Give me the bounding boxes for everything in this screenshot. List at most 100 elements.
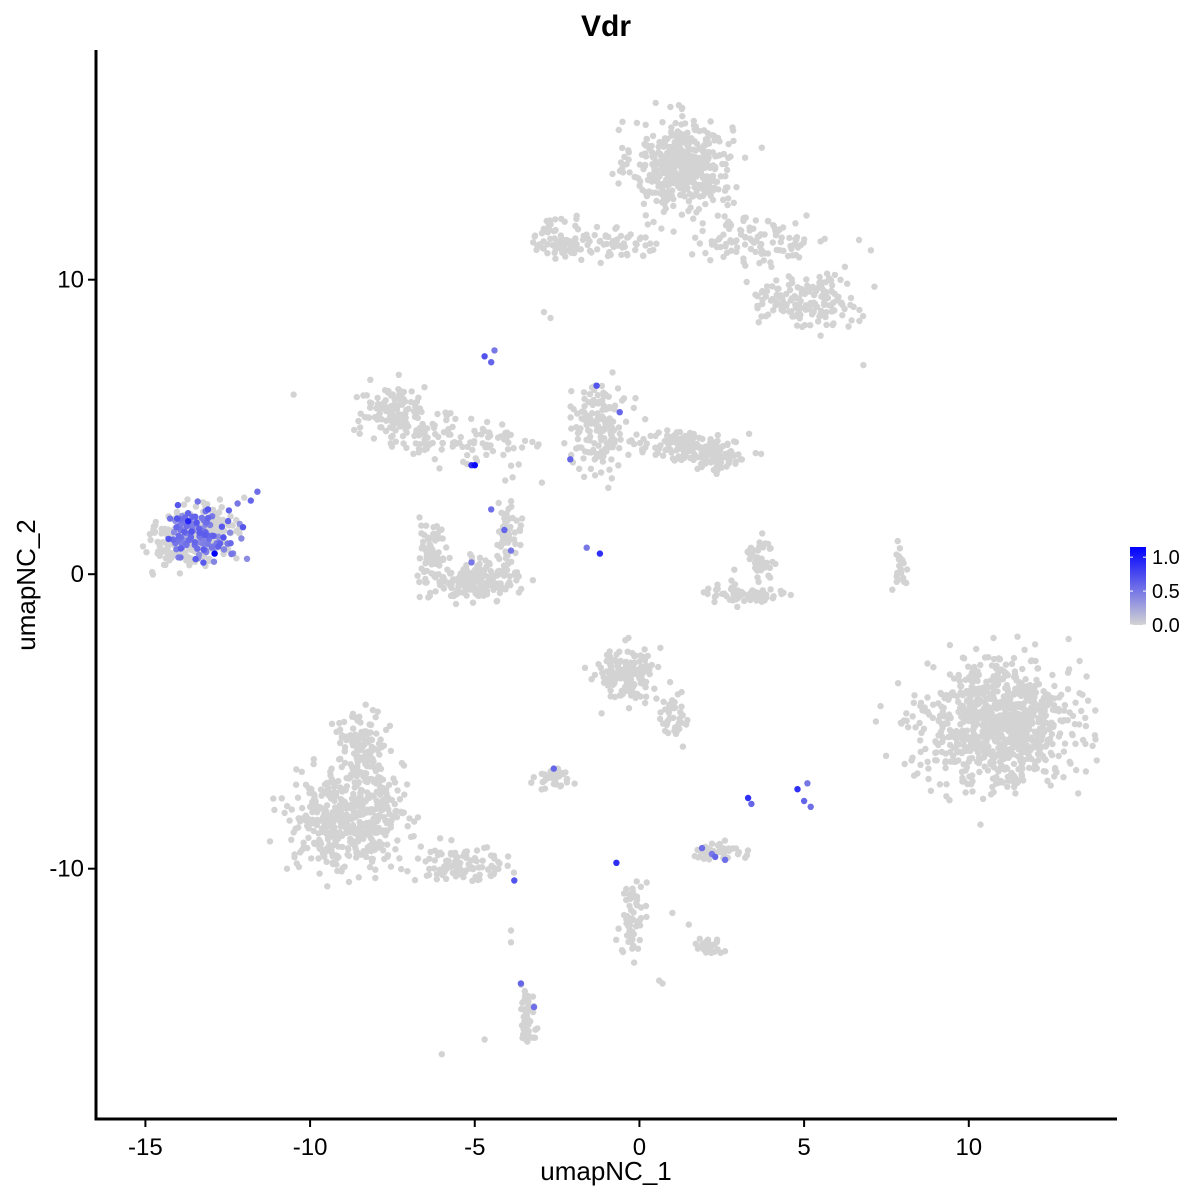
cell-point (877, 702, 884, 710)
cell-point (789, 252, 796, 259)
cell-point (968, 754, 976, 762)
cell-point (795, 254, 803, 261)
cell-point (1014, 730, 1021, 737)
cell-point (608, 475, 615, 482)
cell-point (469, 865, 477, 873)
cell-point (540, 238, 547, 245)
cell-point (310, 760, 317, 768)
cell-point (935, 700, 942, 707)
cell-point (510, 445, 517, 452)
cell-point (713, 586, 720, 593)
cell-point (696, 154, 703, 162)
cell-point (646, 171, 653, 179)
cell-point (1072, 699, 1079, 706)
cell-point (508, 503, 515, 510)
cell-point (713, 470, 720, 477)
cell-point (574, 410, 581, 417)
cell-point (981, 714, 988, 721)
expressing-cell-point (254, 488, 261, 495)
cell-point (957, 721, 964, 728)
cell-point (824, 294, 832, 302)
cell-point (676, 725, 683, 733)
cell-point (152, 518, 159, 526)
cell-point (757, 450, 765, 458)
cell-point (692, 234, 699, 241)
cell-point (487, 568, 494, 575)
cell-point (747, 245, 755, 253)
cell-point (430, 424, 438, 431)
cell-point (449, 869, 456, 876)
cell-point (430, 524, 437, 531)
cell-point (478, 431, 485, 438)
cell-point (412, 440, 419, 447)
cell-point (679, 154, 686, 161)
cell-point (368, 400, 375, 407)
expressing-cell-point (224, 517, 232, 525)
cell-point (590, 446, 597, 454)
cell-point (770, 307, 777, 314)
cell-point (1037, 737, 1045, 744)
cell-point (714, 134, 722, 142)
cell-point (557, 232, 564, 239)
cell-point (807, 284, 814, 292)
cell-point (656, 977, 663, 984)
expressing-cell-point (188, 528, 195, 535)
cell-point (998, 762, 1005, 769)
cell-point (989, 748, 996, 755)
expressing-cell-point (530, 1003, 538, 1011)
cell-point (315, 836, 323, 844)
cell-point (964, 697, 971, 704)
cell-point (147, 536, 154, 544)
cell-point (464, 443, 471, 450)
cell-point (156, 542, 163, 549)
cell-point (912, 724, 919, 731)
cell-point (670, 202, 677, 210)
cell-point (330, 788, 337, 796)
cell-point (694, 945, 702, 952)
cell-point (726, 596, 733, 603)
cell-point (580, 389, 588, 396)
cell-point (471, 854, 479, 862)
cell-point (457, 433, 464, 441)
cell-point (530, 774, 537, 781)
cell-point (334, 867, 341, 875)
cell-point (623, 161, 630, 168)
cell-point (575, 444, 582, 451)
cell-point (995, 655, 1002, 662)
cell-point (440, 429, 448, 436)
cell-point (333, 861, 340, 868)
cell-point (576, 428, 583, 435)
cell-point (355, 417, 362, 425)
cell-point (872, 718, 880, 725)
cell-point (989, 753, 996, 760)
cell-point (342, 787, 349, 794)
cell-point (829, 321, 836, 329)
cell-point (783, 301, 790, 308)
cell-point (860, 361, 867, 369)
cell-point (698, 454, 705, 461)
cell-point (650, 218, 657, 226)
expressing-cell-point (200, 559, 207, 566)
cell-point (722, 160, 729, 168)
cell-point (773, 277, 780, 284)
cell-point (969, 772, 976, 779)
cell-point (678, 121, 685, 128)
cell-point (754, 574, 761, 581)
cell-point (785, 273, 792, 280)
cell-point (1009, 743, 1016, 751)
cell-point (576, 465, 583, 472)
cell-point (702, 949, 710, 956)
cell-point (777, 294, 784, 301)
cell-point (748, 588, 755, 595)
cell-point (718, 464, 725, 471)
cell-point (930, 701, 937, 708)
cell-point (384, 841, 391, 848)
expressing-cell-point (192, 513, 199, 520)
cell-point (814, 318, 822, 325)
cell-point (689, 175, 696, 183)
cell-point (959, 732, 966, 739)
cell-point (1007, 734, 1014, 741)
cell-point (702, 249, 709, 257)
cell-point (722, 240, 730, 248)
cell-point (439, 439, 446, 447)
